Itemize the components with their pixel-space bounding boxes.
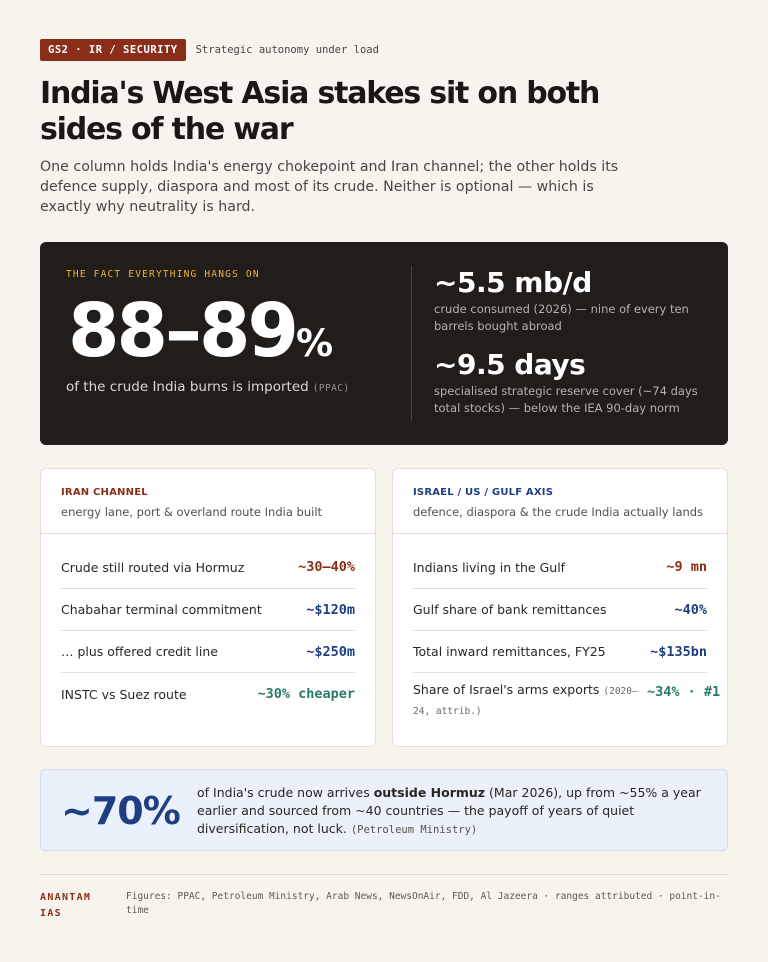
- row-value: ~40%: [674, 601, 707, 618]
- headline: India's West Asia stakes sit on both sid…: [40, 76, 600, 147]
- callout-figure: ~70%: [61, 789, 181, 833]
- list-item: Share of Israel's arms exports (2020–24,…: [413, 673, 721, 731]
- list-item: INSTC vs Suez route ~30% cheaper: [61, 673, 355, 715]
- row-value: ~9 mn: [666, 559, 707, 575]
- brand-logo-text: ANANTAM IAS: [40, 892, 92, 919]
- hero-panel: THE FACT EVERYTHING HANGS ON 88–89% of t…: [40, 242, 728, 445]
- row-label: INSTC vs Suez route: [61, 686, 187, 702]
- stat-caption: crude consumed (2026) — nine of every te…: [434, 302, 689, 333]
- row-value: ~30% cheaper: [257, 686, 355, 702]
- hero-big-value: 88–89: [68, 288, 299, 374]
- lede: One column holds India's energy chokepoi…: [40, 159, 619, 215]
- card-title: ISRAEL / US / GULF AXIS: [413, 487, 554, 498]
- row-label-text: Share of Israel's arms exports: [413, 682, 600, 697]
- row-label: … plus offered credit line: [61, 644, 218, 659]
- row-label: Crude still routed via Hormuz: [61, 559, 245, 575]
- callout-text-bold: outside Hormuz: [373, 785, 486, 800]
- row-value: ~34% · #1: [647, 684, 721, 700]
- list-item: Crude still routed via Hormuz ~30–40%: [61, 534, 355, 589]
- card-header: IRAN CHANNEL energy lane, port & overlan…: [41, 469, 375, 534]
- hero-big-unit: %: [295, 322, 334, 365]
- stat-consumption: ~5.5 mb/d crude consumed (2026) — nine o…: [434, 266, 714, 335]
- callout-source: (Petroleum Ministry): [350, 824, 478, 836]
- row-label: Chabahar terminal commitment: [61, 602, 262, 617]
- card-rows: Crude still routed via Hormuz ~30–40% Ch…: [41, 534, 375, 715]
- stat-reserve: ~9.5 days specialised strategic reserve …: [434, 348, 714, 417]
- hero-caption-text: of the crude India burns is imported: [66, 379, 309, 395]
- card-subtitle: defence, diaspora & the crude India actu…: [413, 505, 704, 519]
- section-tag: GS2 · IR / SECURITY: [40, 39, 186, 61]
- israel-axis-card: ISRAEL / US / GULF AXIS defence, diaspor…: [392, 468, 728, 747]
- row-label: Indians living in the Gulf: [413, 559, 566, 575]
- topbar: GS2 · IR / SECURITY Strategic autonomy u…: [40, 39, 379, 61]
- kicker: Strategic autonomy under load: [195, 44, 379, 56]
- list-item: Total inward remittances, FY25 ~$135bn: [413, 631, 707, 673]
- row-label: Gulf share of bank remittances: [413, 602, 607, 617]
- iran-channel-card: IRAN CHANNEL energy lane, port & overlan…: [40, 468, 376, 747]
- row-label-note: (2020–24, attrib.): [413, 686, 638, 717]
- row-label: Share of Israel's arms exports (2020–24,…: [413, 681, 638, 721]
- callout-text: of India's crude now arrives outside Hor…: [197, 784, 717, 839]
- row-value: ~$250m: [306, 643, 355, 660]
- hero-divider: [411, 266, 412, 421]
- list-item: Indians living in the Gulf ~9 mn: [413, 534, 707, 589]
- callout-panel: ~70% of India's crude now arrives outsid…: [40, 769, 728, 851]
- row-value: ~$120m: [306, 601, 355, 618]
- card-subtitle: energy lane, port & overland route India…: [61, 505, 323, 519]
- callout-text-post: (Mar 2026), up from ~55% a year earlier …: [197, 785, 701, 836]
- footer-divider: [40, 874, 728, 875]
- hero-caption-source: (PPAC): [312, 383, 350, 394]
- stat-caption: specialised strategic reserve cover (~74…: [434, 384, 698, 415]
- row-value: ~30–40%: [298, 559, 355, 575]
- hero-caption: of the crude India burns is imported (PPA…: [66, 379, 349, 395]
- card-title: IRAN CHANNEL: [61, 487, 148, 498]
- card-rows: Indians living in the Gulf ~9 mn Gulf sh…: [393, 534, 727, 731]
- row-value: ~$135bn: [650, 643, 707, 660]
- list-item: Gulf share of bank remittances ~40%: [413, 589, 707, 631]
- row-label: Total inward remittances, FY25: [413, 644, 606, 659]
- footer-sources: Figures: PPAC, Petroleum Ministry, Arab …: [126, 891, 721, 916]
- card-header: ISRAEL / US / GULF AXIS defence, diaspor…: [393, 469, 727, 534]
- hero-big-figure: 88–89%: [68, 286, 333, 389]
- hero-eyebrow: THE FACT EVERYTHING HANGS ON: [66, 269, 260, 280]
- list-item: … plus offered credit line ~$250m: [61, 631, 355, 673]
- stat-value: ~5.5 mb/d: [434, 266, 592, 299]
- stat-value: ~9.5 days: [434, 348, 586, 381]
- list-item: Chabahar terminal commitment ~$120m: [61, 589, 355, 631]
- callout-text-pre: of India's crude now arrives: [197, 785, 374, 800]
